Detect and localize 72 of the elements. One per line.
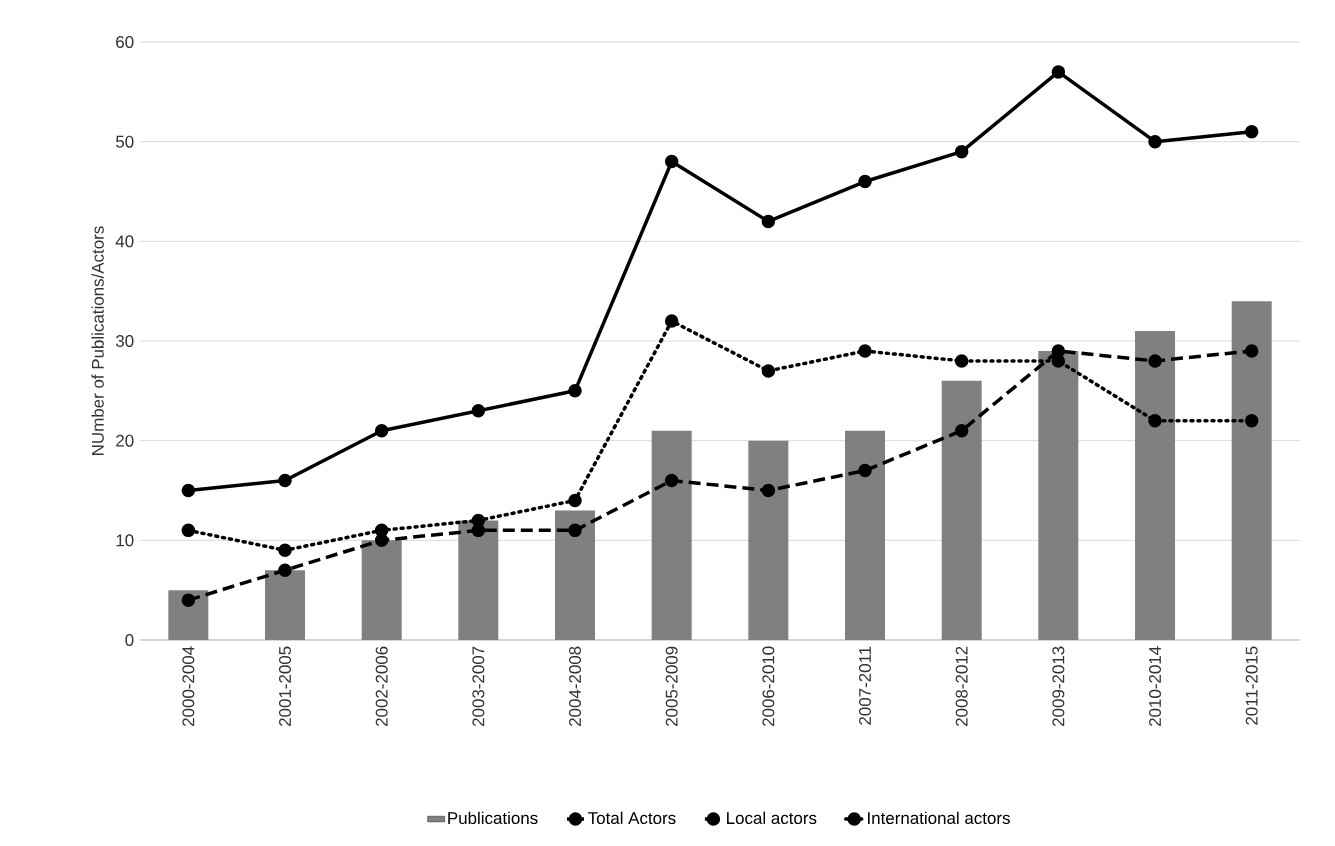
y-axis-title: NUmber of Publications/Actors [91,226,104,455]
x-tick-label: 2001-2005 [279,646,291,726]
x-tick-label: 2004-2008 [569,646,582,726]
point [1244,344,1259,358]
point [471,523,486,538]
point [374,533,389,548]
bar [748,440,789,640]
x-tick-label: 2010-2014 [1149,646,1162,726]
point [858,463,872,478]
x-tick-label: 2008-2012 [955,646,968,726]
y-tick-label: 60 [116,36,134,48]
point [568,523,582,538]
x-tick-label: 2002-2006 [375,646,388,726]
point [858,344,872,358]
point [1051,344,1066,358]
bar [265,570,305,640]
point [954,144,969,159]
y-tick-label: 50 [115,135,134,148]
point [858,174,872,189]
bar [845,430,886,640]
bar [1231,301,1272,640]
x-tick-label: 2009-2013 [1052,646,1065,726]
bar [651,430,692,640]
bar [361,540,402,640]
bar [1135,331,1176,640]
point [278,563,292,577]
legend-label: International actors [868,811,1010,825]
y-tick-label: 30 [115,335,134,347]
y-tick-label: 20 [116,434,134,447]
point [954,423,969,438]
point [1244,124,1259,139]
point [664,154,679,169]
point [471,404,486,418]
point [1148,134,1162,149]
bar [168,590,209,640]
x-tick-label: 2000-2004 [182,646,195,726]
point [374,423,389,438]
point [1148,354,1162,368]
point [761,483,776,498]
x-tick-label: 2006-2010 [762,646,775,726]
point [1051,65,1066,79]
x-tick-label: 2007-2011 [859,646,872,725]
y-tick-label: 10 [116,534,134,547]
x-tick-label: 2011-2015 [1245,646,1258,725]
point [568,384,582,398]
point [1244,413,1259,428]
bar [458,520,499,640]
point [181,593,196,607]
legend-label: Publications [448,811,538,825]
bar [941,380,982,640]
legend-label: Local actors [727,811,817,825]
legend-label: Total Actors [588,811,676,825]
point [954,354,969,368]
y-tick-label: 0 [125,634,134,646]
point [1148,413,1162,428]
x-tick-label: 2005-2009 [665,646,678,726]
point [1051,354,1066,368]
point [568,493,582,508]
point [761,364,776,378]
point [181,523,196,538]
y-tick-label: 40 [115,235,134,248]
x-tick-label: 2003-2007 [472,646,485,726]
point [181,483,196,498]
point [664,473,679,488]
point [278,473,292,488]
point [278,543,292,558]
bar [1038,350,1079,640]
point [664,314,679,328]
bar [555,510,596,640]
point [471,513,486,528]
point [761,214,776,229]
point [374,523,389,538]
